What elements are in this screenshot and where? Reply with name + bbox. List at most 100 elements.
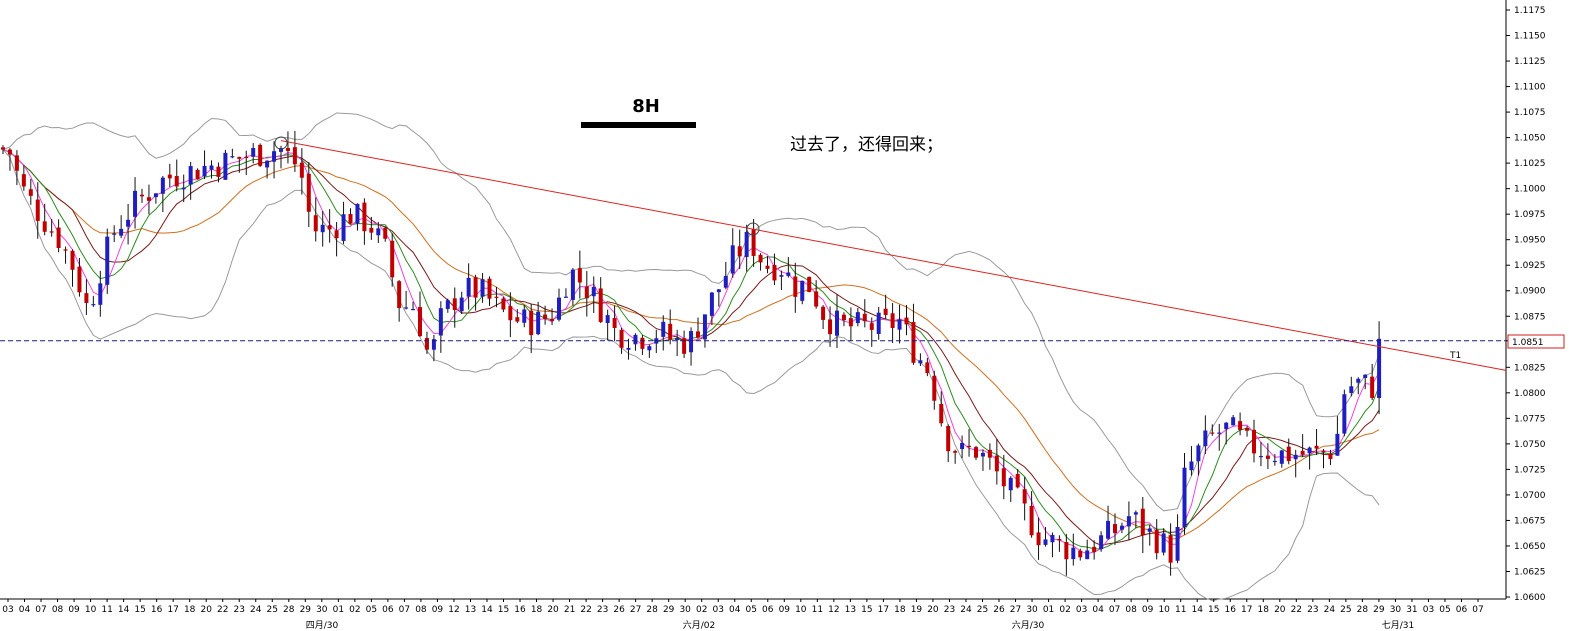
x-tick-label: 03 (1423, 605, 1434, 615)
bear-candle (63, 249, 68, 251)
bear-candle (1092, 546, 1097, 553)
bull-candle (1050, 534, 1055, 543)
bear-candle (327, 225, 332, 230)
bull-candle (1175, 527, 1180, 561)
bear-candle (369, 227, 374, 233)
x-tick-label: 06 (382, 605, 394, 615)
x-tick-label: 19 (911, 605, 923, 615)
bear-candle (1210, 432, 1215, 434)
bull-candle (1356, 378, 1361, 383)
bear-candle (828, 319, 833, 335)
y-tick-label: 1.0725 (1514, 465, 1546, 475)
x-tick-label: 22 (580, 605, 591, 615)
y-tick-label: 1.0875 (1514, 312, 1546, 322)
bull-candle (835, 310, 839, 336)
bear-candle (397, 281, 402, 309)
bear-candle (939, 403, 944, 424)
bear-candle (841, 314, 846, 321)
bull-candle (647, 346, 652, 351)
x-tick-label: 05 (746, 605, 757, 615)
bull-candle (980, 452, 985, 457)
bull-candle (431, 339, 436, 350)
bull-candle (1043, 539, 1048, 545)
x-tick-label: 13 (465, 605, 476, 615)
annotation-note: 过去了，还得回来； (790, 135, 943, 155)
bull-candle (897, 319, 902, 330)
x-tick-label: 09 (432, 605, 444, 615)
x-tick-label: 07 (399, 605, 410, 615)
bear-candle (640, 337, 645, 349)
bull-candle (723, 275, 728, 288)
bear-candle (758, 254, 763, 263)
x-tick-label: 03 (1076, 605, 1087, 615)
bear-candle (550, 318, 555, 322)
x-tick-label: 18 (184, 605, 196, 615)
trendline-label: T1 (1449, 351, 1461, 361)
bull-candle (702, 314, 707, 340)
x-tick-label: 17 (167, 605, 178, 615)
y-tick-label: 1.0600 (1514, 593, 1546, 603)
bull-candle (98, 283, 103, 305)
bear-candle (890, 313, 895, 328)
bull-candle (918, 360, 923, 364)
x-tick-label: 06 (762, 605, 774, 615)
bull-candle (779, 275, 784, 277)
x-tick-label: 17 (1241, 605, 1252, 615)
bull-candle (591, 286, 596, 297)
bear-candle (285, 147, 290, 151)
bear-candle (501, 298, 506, 310)
x-tick-label: 03 (2, 605, 13, 615)
x-tick-label: 29 (663, 605, 675, 615)
bull-candle (786, 272, 791, 276)
bear-candle (77, 266, 82, 293)
bull-candle (1272, 460, 1277, 463)
bull-candle (202, 165, 207, 177)
bear-candle (696, 331, 700, 338)
bear-candle (390, 240, 395, 278)
bear-candle (619, 330, 624, 348)
bear-candle (494, 296, 499, 298)
bull-candle (320, 224, 325, 233)
bear-candle (195, 169, 200, 180)
bear-candle (668, 323, 673, 340)
bear-candle (848, 318, 853, 327)
y-tick-label: 1.0900 (1514, 287, 1546, 297)
bear-candle (167, 174, 172, 179)
x-tick-label: 23 (234, 605, 245, 615)
bear-candle (42, 221, 47, 232)
bull-candle (689, 331, 694, 353)
bear-candle (1238, 421, 1243, 430)
x-tick-label: 20 (200, 605, 212, 615)
bull-candle (445, 300, 450, 309)
y-tick-label: 1.1050 (1514, 134, 1546, 144)
bull-candle (466, 277, 471, 297)
x-tick-label: 29 (1373, 605, 1385, 615)
bear-candle (1328, 453, 1333, 459)
bear-candle (953, 451, 958, 453)
bull-candle (341, 214, 346, 241)
x-tick-label: 18 (894, 605, 906, 615)
x-tick-label: 23 (1307, 605, 1318, 615)
bear-candle (7, 149, 12, 155)
bear-candle (348, 214, 353, 224)
y-tick-label: 1.1025 (1514, 159, 1546, 169)
x-tick-label: 23 (944, 605, 955, 615)
plot-frame (0, 0, 1507, 600)
touch-point-marker-2 (746, 222, 760, 236)
bull-candle (633, 334, 638, 345)
bear-candle (1022, 489, 1027, 504)
y-tick-label: 1.0625 (1514, 567, 1546, 577)
bull-candle (223, 152, 228, 180)
y-tick-label: 1.0825 (1514, 363, 1546, 373)
bear-candle (1, 147, 5, 150)
x-tick-label: 10 (795, 605, 807, 615)
bull-candle (438, 308, 443, 336)
bear-candle (140, 194, 144, 197)
y-tick-label: 1.0700 (1514, 491, 1546, 501)
y-tick-label: 1.0775 (1514, 414, 1546, 424)
bear-candle (306, 173, 311, 212)
x-tick-label: 16 (1225, 605, 1237, 615)
bull-candle (1307, 447, 1312, 454)
bull-candle (126, 219, 131, 227)
bull-candle (1293, 454, 1298, 460)
